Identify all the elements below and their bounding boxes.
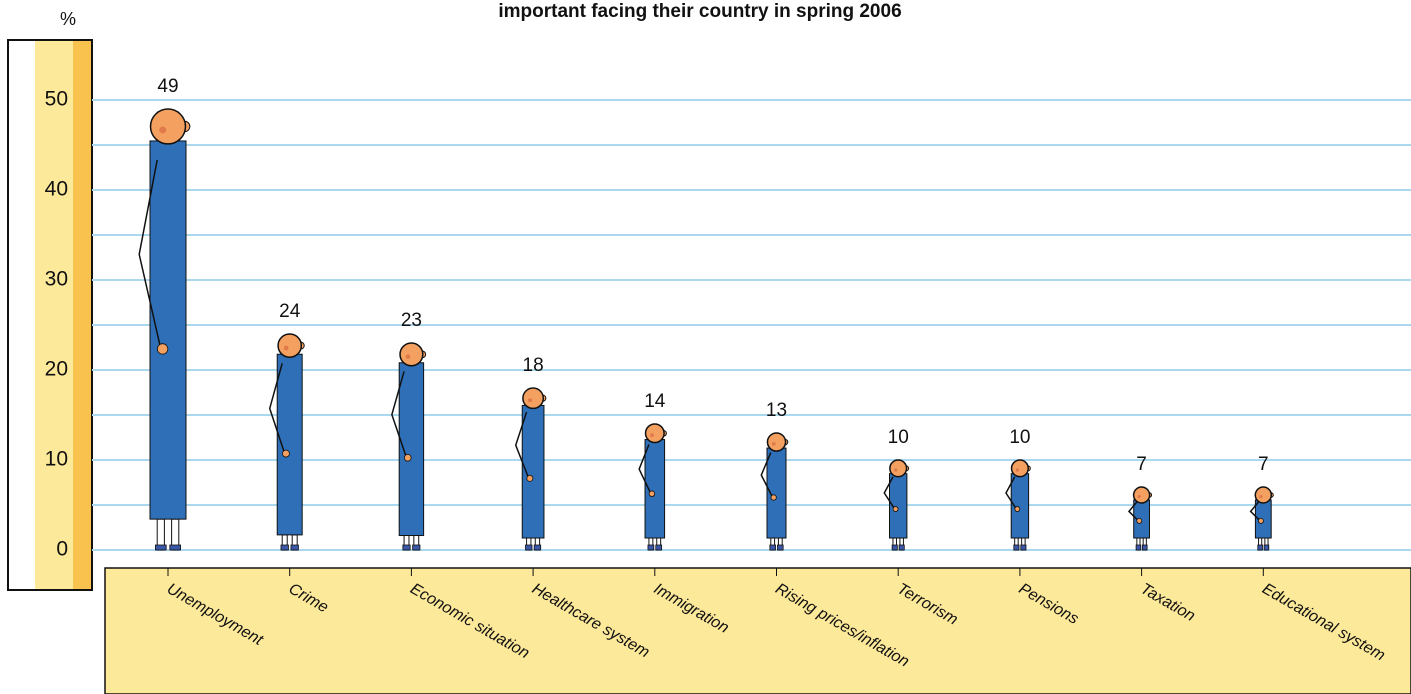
figure-hand [282, 449, 290, 458]
figure-hand [526, 474, 534, 482]
figure [138, 108, 191, 551]
figure [514, 387, 547, 551]
value-label: 7 [1258, 454, 1269, 475]
figure-head [766, 432, 787, 452]
figure-arm [138, 159, 162, 350]
y-tick-label: 10 [45, 448, 68, 471]
figure-hand [1258, 518, 1264, 524]
figure [883, 459, 910, 551]
figure [760, 432, 789, 551]
y-tick-label: 0 [56, 538, 68, 561]
figure-hand [648, 490, 656, 497]
y-tick-label: 20 [45, 358, 68, 381]
figure-head [644, 423, 665, 444]
figure-arm [883, 476, 896, 510]
figure-hand [156, 343, 169, 355]
figure-head [399, 342, 424, 367]
value-label: 23 [401, 310, 422, 331]
figure-hand [770, 494, 777, 501]
figure-arm [1005, 476, 1018, 510]
figure-shoe [402, 544, 411, 551]
value-label: 18 [523, 355, 544, 376]
figure-hand [1014, 506, 1021, 512]
value-label: 10 [1009, 427, 1030, 448]
value-label: 10 [888, 427, 909, 448]
figure-cheek [1259, 495, 1263, 499]
figure-shoe [169, 544, 182, 551]
figure-cheek [159, 126, 167, 134]
figure-shoe [655, 544, 663, 551]
figure-hand [1136, 518, 1143, 524]
category-panel [104, 567, 1411, 694]
figure-head [277, 333, 303, 358]
figure-shoe [154, 544, 167, 551]
value-label: 49 [157, 76, 178, 97]
figure-head [1132, 486, 1151, 504]
figure-arm [1249, 501, 1261, 522]
figure-cheek [527, 398, 533, 403]
figure-shoe [647, 544, 655, 551]
figure [638, 423, 667, 551]
figure-shoe [1257, 544, 1263, 551]
figure-head [1254, 486, 1273, 504]
figure-hand [403, 453, 412, 462]
figure-cheek [771, 442, 776, 446]
y-axis-band [35, 41, 73, 589]
figure-cheek [650, 433, 654, 437]
figure-cheek [1015, 468, 1020, 472]
figure [391, 342, 427, 551]
figure-arm [391, 371, 408, 459]
value-label: 14 [644, 391, 666, 412]
figure-shoe [769, 544, 776, 551]
figure-shoe [1263, 544, 1270, 551]
value-label: 24 [279, 301, 301, 322]
figure-shoe [1135, 544, 1142, 551]
value-label: 7 [1136, 454, 1147, 475]
figure [1005, 459, 1031, 551]
figure-hand [892, 506, 899, 512]
figure [1127, 486, 1153, 551]
chart-title: important facing their country in spring… [498, 1, 901, 22]
figure-shoe [525, 544, 533, 551]
figure-arm [760, 452, 774, 498]
figure-cheek [283, 345, 289, 351]
y-axis-label: % [60, 9, 76, 29]
figure-arm [268, 363, 286, 454]
figure-shoe [777, 544, 784, 551]
figure-shoe [1141, 544, 1148, 551]
figure-arm [514, 411, 530, 479]
figure [1249, 486, 1274, 551]
figure-head [1010, 459, 1029, 478]
figure-head [889, 459, 908, 478]
figure-cheek [405, 354, 411, 359]
figure-shoe [290, 544, 299, 551]
figure-shoe [533, 544, 542, 551]
figure-shoe [1013, 544, 1020, 551]
figure-shoe [898, 544, 905, 551]
y-tick-label: 40 [45, 178, 68, 201]
figure-shoe [280, 544, 289, 551]
figure-cheek [1137, 495, 1141, 499]
y-tick-label: 30 [45, 268, 68, 291]
value-label: 13 [766, 400, 787, 421]
figure-arm [1127, 501, 1139, 522]
figure [268, 333, 305, 551]
figure-shoe [1020, 544, 1027, 551]
figure-shoe [412, 544, 421, 551]
figure-shoe [891, 544, 898, 551]
y-axis-band [73, 41, 91, 589]
y-tick-label: 50 [45, 88, 68, 111]
figure-head [522, 387, 545, 410]
figure-body [149, 140, 187, 520]
figure-head [149, 108, 187, 145]
figure-arm [638, 444, 652, 495]
figure-cheek [894, 468, 898, 472]
